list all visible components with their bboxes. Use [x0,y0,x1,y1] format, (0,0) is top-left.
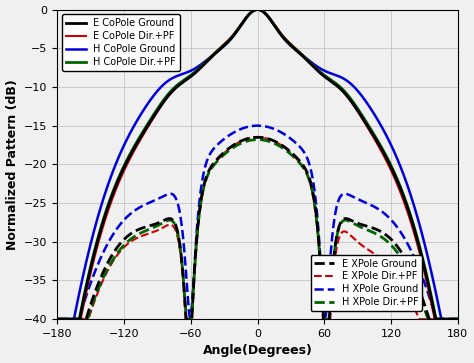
Legend: E XPole Ground, E XPole Dir.+PF, H XPole Ground, H XPole Dir.+PF: E XPole Ground, E XPole Dir.+PF, H XPole… [310,255,422,311]
X-axis label: Angle(Degrees): Angle(Degrees) [203,344,312,358]
Y-axis label: Normalized Pattern (dB): Normalized Pattern (dB) [6,79,18,250]
